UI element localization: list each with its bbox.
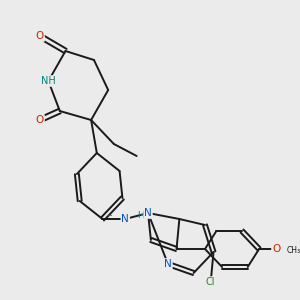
Text: N: N <box>122 214 129 224</box>
Text: –: – <box>107 211 112 220</box>
Text: NH: NH <box>41 76 56 86</box>
Text: O: O <box>272 244 280 254</box>
Text: O: O <box>36 31 44 41</box>
Text: Cl: Cl <box>206 277 215 287</box>
Text: H: H <box>138 211 144 220</box>
Text: N: N <box>144 208 152 218</box>
Text: O: O <box>36 115 44 125</box>
Text: CH₃: CH₃ <box>286 246 300 255</box>
Text: N: N <box>164 259 172 269</box>
